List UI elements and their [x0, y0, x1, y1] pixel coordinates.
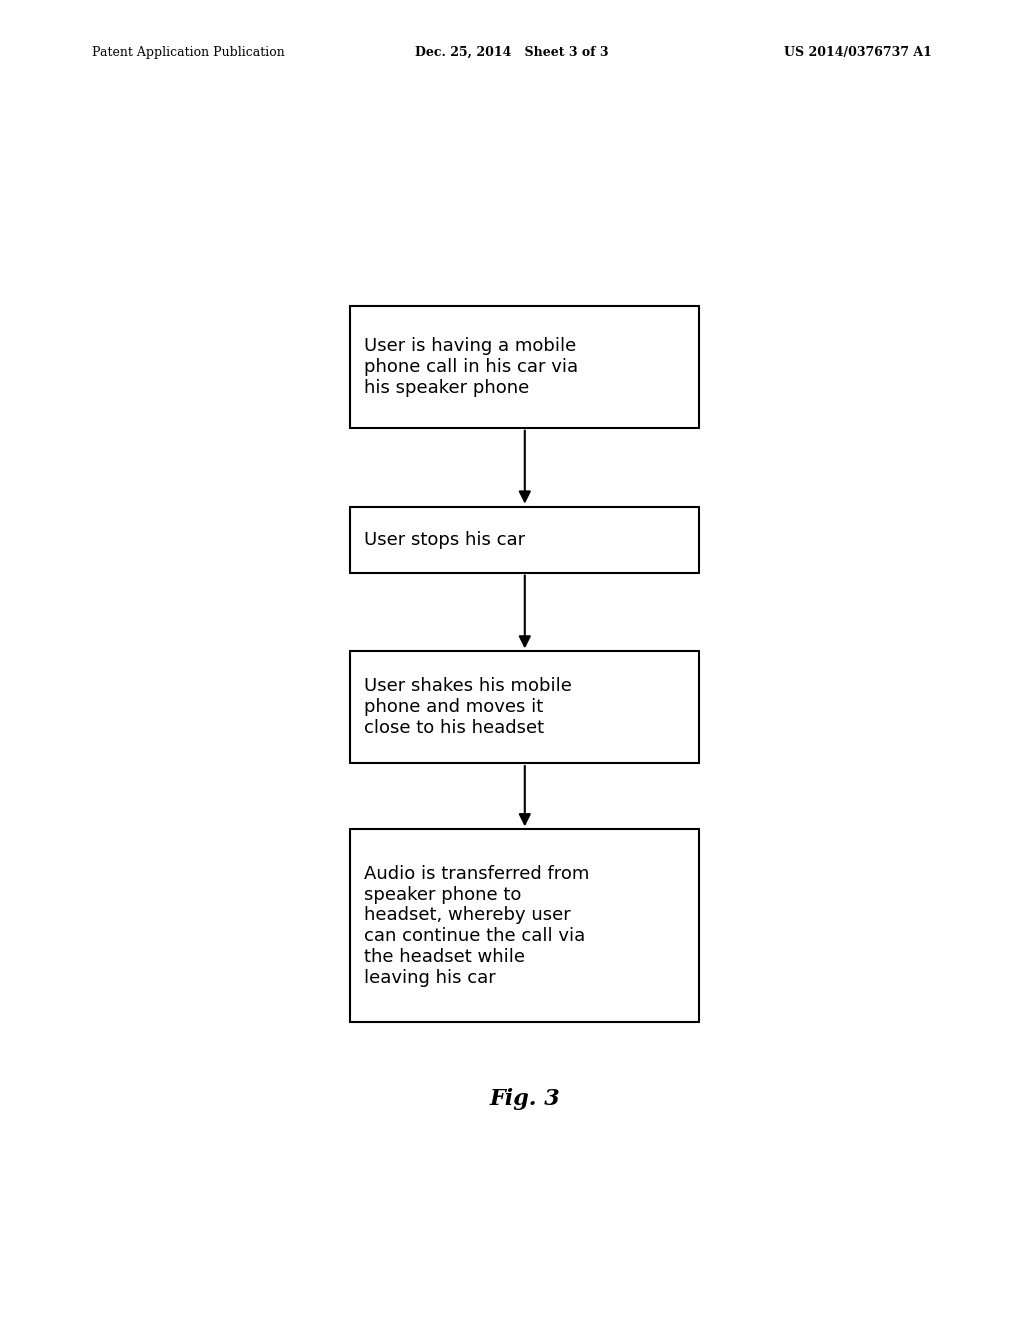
FancyBboxPatch shape	[350, 507, 699, 573]
Text: Dec. 25, 2014   Sheet 3 of 3: Dec. 25, 2014 Sheet 3 of 3	[416, 46, 608, 59]
Text: Audio is transferred from
speaker phone to
headset, whereby user
can continue th: Audio is transferred from speaker phone …	[365, 865, 590, 987]
Text: User is having a mobile
phone call in his car via
his speaker phone: User is having a mobile phone call in hi…	[365, 337, 579, 396]
FancyBboxPatch shape	[350, 306, 699, 428]
Text: US 2014/0376737 A1: US 2014/0376737 A1	[784, 46, 932, 59]
Text: Patent Application Publication: Patent Application Publication	[92, 46, 285, 59]
Text: User stops his car: User stops his car	[365, 531, 525, 549]
Text: User shakes his mobile
phone and moves it
close to his headset: User shakes his mobile phone and moves i…	[365, 677, 572, 737]
FancyBboxPatch shape	[350, 651, 699, 763]
FancyBboxPatch shape	[350, 829, 699, 1022]
Text: Fig. 3: Fig. 3	[489, 1088, 560, 1110]
